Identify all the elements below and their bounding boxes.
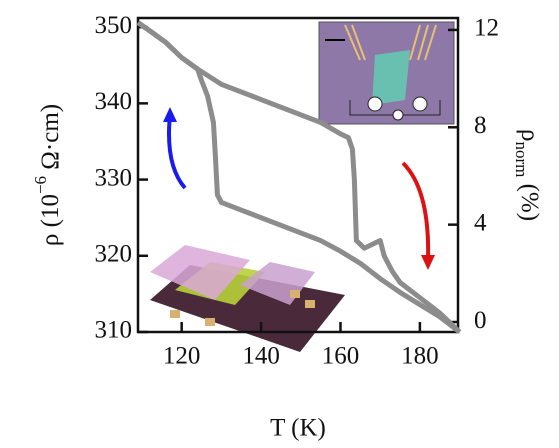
heating-arrow	[403, 163, 428, 260]
cooling-arrowhead	[163, 107, 177, 122]
heating-arrowhead	[421, 255, 435, 270]
y-tick-label: 340	[95, 88, 133, 115]
y2-label-sub: norm	[512, 141, 531, 177]
y-tick-label: 330	[95, 164, 133, 191]
y2-tick-label: 8	[474, 112, 487, 139]
device-illustration	[150, 245, 345, 352]
x-tick-label: 160	[322, 343, 360, 370]
y-tick-label: 320	[95, 241, 133, 268]
y2-label-part: (%)	[516, 177, 543, 221]
y-axis-label: ρ (10−6 Ω·cm)	[31, 104, 64, 246]
y2-label-part: ρ	[516, 129, 543, 141]
cooling-arrow	[169, 115, 185, 188]
y-label-part: Ω·cm)	[37, 104, 64, 176]
y-label-sup: −6	[31, 176, 50, 194]
chart: T (K) ρ (10−6 Ω·cm) ρnorm (%) 1201401601…	[0, 0, 559, 448]
micrograph-inset	[319, 22, 454, 124]
y2-axis-label: ρnorm (%)	[512, 129, 543, 221]
y-tick-label: 310	[95, 317, 133, 344]
y2-tick-label: 12	[474, 15, 499, 42]
y-label-part: ρ (10	[37, 194, 64, 246]
x-tick-label: 120	[163, 343, 201, 370]
x-axis-label: T (K)	[270, 415, 326, 442]
y-tick-label: 350	[95, 12, 133, 39]
x-tick-label: 140	[242, 343, 280, 370]
y2-tick-label: 4	[474, 209, 487, 236]
y2-tick-label: 0	[474, 307, 487, 334]
x-tick-label: 180	[401, 343, 439, 370]
